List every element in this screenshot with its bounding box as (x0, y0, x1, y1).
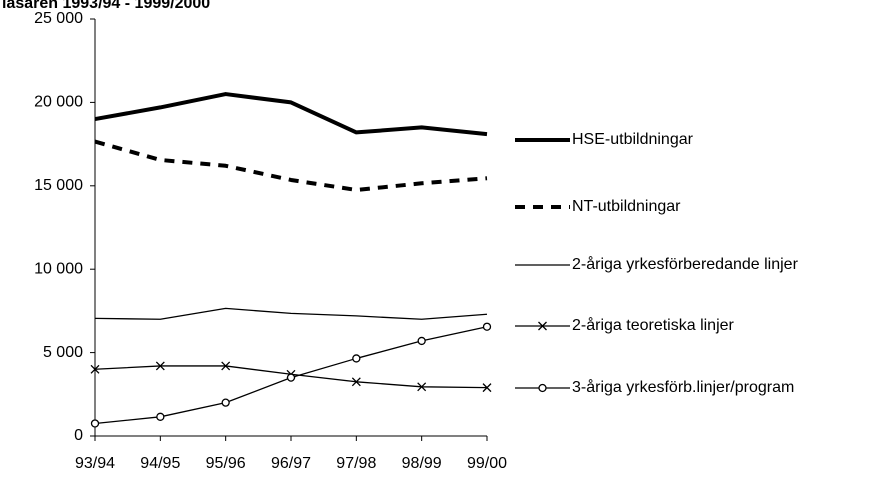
series-line (94, 307, 488, 320)
x-tick-label: 96/97 (271, 455, 311, 472)
data-point (482, 322, 492, 331)
y-tick-label: 5 000 (43, 344, 83, 361)
data-point (351, 377, 361, 387)
data-point (221, 361, 231, 371)
data-point (482, 383, 492, 393)
data-point (352, 354, 361, 363)
data-point (90, 419, 100, 428)
data-point (90, 364, 100, 374)
x-tick-label: 97/98 (336, 455, 376, 472)
y-tick-label: 20 000 (34, 94, 83, 111)
y-tick-label: 25 000 (34, 10, 83, 27)
legend-label: HSE-utbildningar (572, 131, 694, 148)
data-point (221, 398, 230, 407)
x-tick-label: 94/95 (140, 455, 180, 472)
x-tick-label: 99/00 (467, 455, 507, 472)
legend-marker (538, 383, 547, 393)
y-tick-label: 15 000 (34, 177, 83, 194)
series-line (94, 139, 488, 192)
chart-title: läsåren 1993/94 - 1999/2000 (2, 0, 210, 12)
y-tick-label: 10 000 (34, 260, 83, 277)
x-tick-label: 98/99 (402, 455, 442, 472)
data-point (155, 361, 165, 371)
data-point (156, 412, 165, 421)
data-point (417, 336, 426, 346)
legend-label: 2-åriga yrkesförberedande linjer (572, 255, 799, 273)
data-point (417, 382, 427, 392)
legend-label: 2-åriga teoretiska linjer (572, 316, 735, 334)
y-tick-label: 0 (74, 427, 83, 444)
series-line (94, 92, 488, 137)
legend-label: 3-åriga yrkesförb.linjer/program (572, 378, 794, 396)
legend-marker (538, 321, 547, 331)
legend-label: NT-utbildningar (572, 198, 681, 215)
x-tick-label: 95/96 (206, 455, 246, 472)
x-tick-label: 93/94 (75, 455, 115, 472)
data-point (286, 373, 296, 382)
